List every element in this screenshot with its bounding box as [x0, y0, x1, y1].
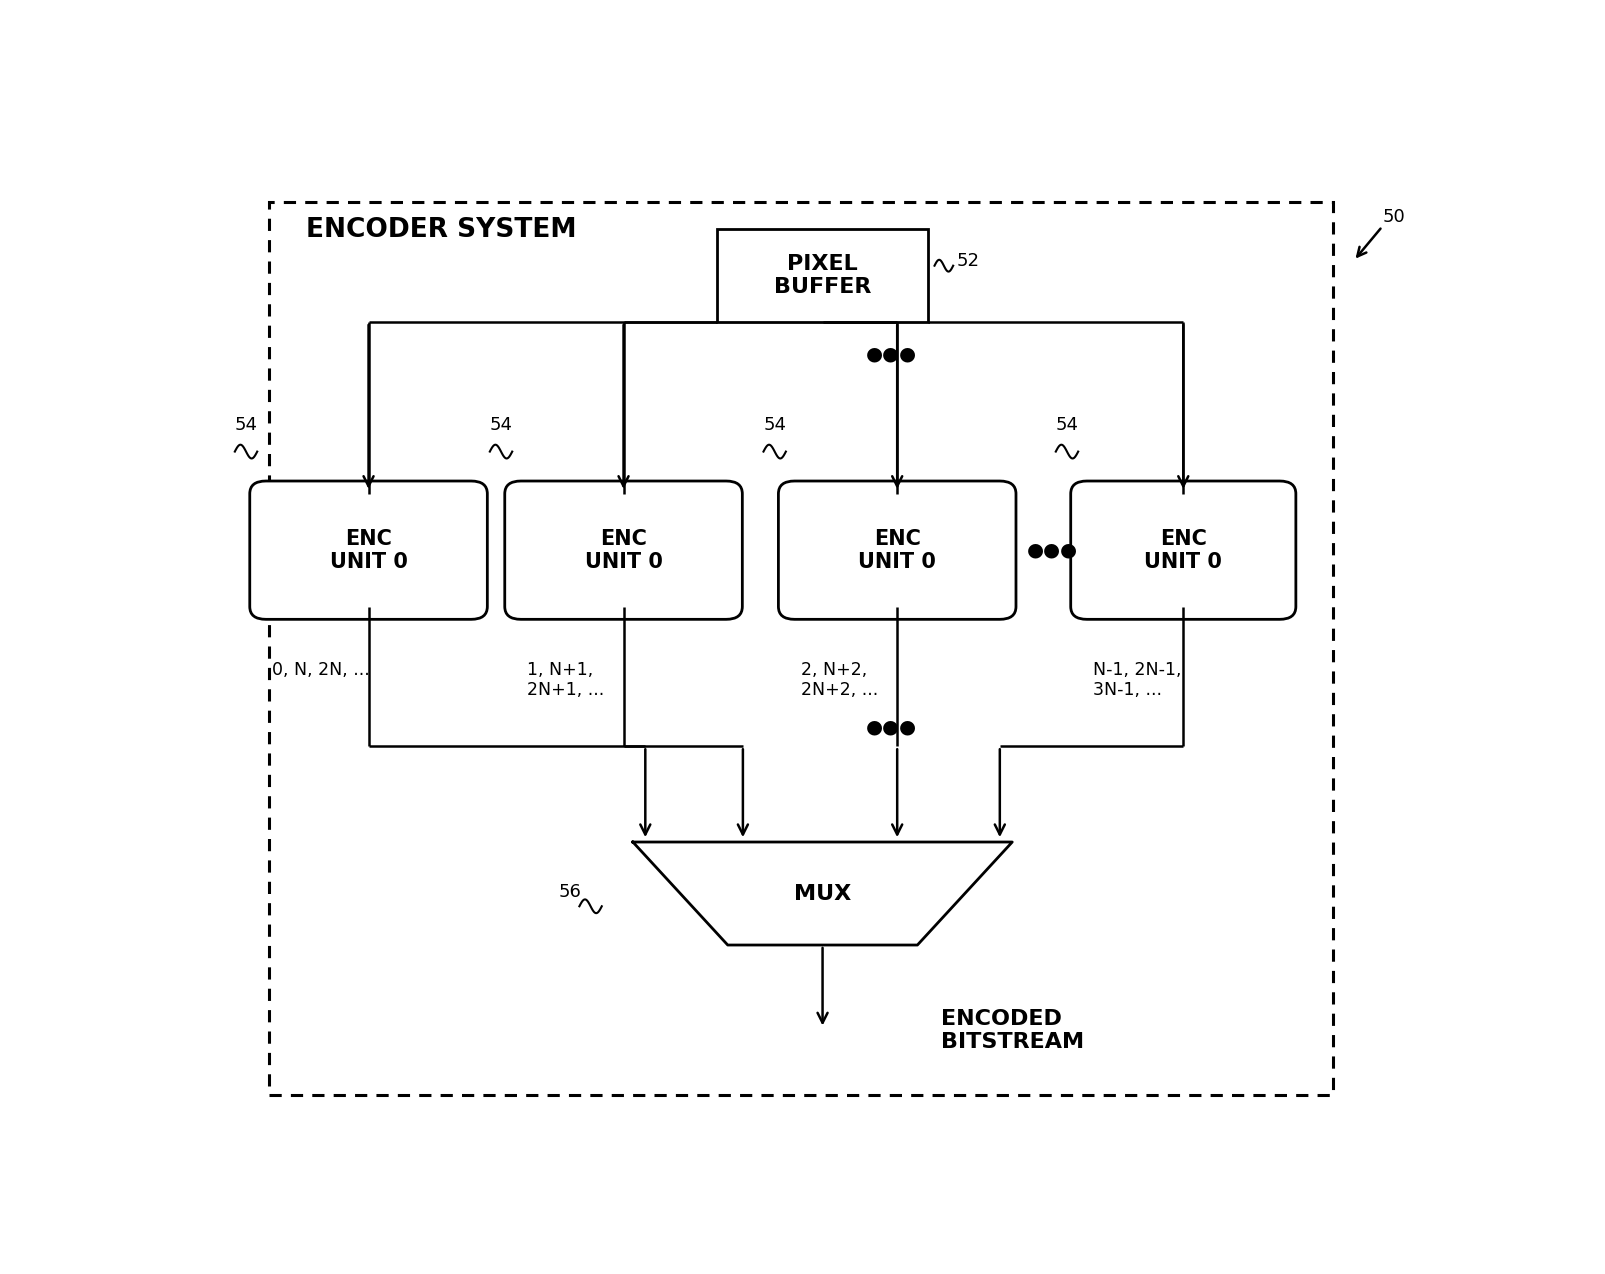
Text: 54: 54 — [234, 417, 258, 434]
FancyBboxPatch shape — [250, 482, 488, 619]
Text: ENC
UNIT 0: ENC UNIT 0 — [1144, 529, 1223, 572]
Text: MUX: MUX — [794, 884, 851, 903]
FancyBboxPatch shape — [270, 201, 1332, 1094]
Text: 54: 54 — [764, 417, 786, 434]
FancyBboxPatch shape — [1071, 482, 1295, 619]
Text: 50: 50 — [1382, 209, 1404, 227]
Text: 1, N+1,
2N+1, ...: 1, N+1, 2N+1, ... — [526, 660, 605, 699]
Text: 56: 56 — [559, 883, 581, 901]
Text: ENCODER SYSTEM: ENCODER SYSTEM — [307, 217, 576, 242]
Text: 54: 54 — [1056, 417, 1079, 434]
FancyBboxPatch shape — [778, 482, 1016, 619]
Text: 0, N, 2N, ...: 0, N, 2N, ... — [273, 660, 369, 679]
Text: ●●●: ●●● — [865, 717, 916, 736]
Text: N-1, 2N-1,
3N-1, ...: N-1, 2N-1, 3N-1, ... — [1093, 660, 1181, 699]
Text: ●●●: ●●● — [865, 344, 916, 363]
FancyBboxPatch shape — [717, 229, 928, 322]
FancyBboxPatch shape — [504, 482, 743, 619]
Text: ENC
UNIT 0: ENC UNIT 0 — [584, 529, 663, 572]
Text: 54: 54 — [490, 417, 514, 434]
Text: 2, N+2,
2N+2, ...: 2, N+2, 2N+2, ... — [801, 660, 878, 699]
Polygon shape — [632, 842, 1013, 945]
Text: ENC
UNIT 0: ENC UNIT 0 — [329, 529, 408, 572]
Text: ●●●: ●●● — [1027, 540, 1079, 559]
Text: 52: 52 — [957, 252, 981, 270]
Text: PIXEL
BUFFER: PIXEL BUFFER — [774, 254, 872, 297]
Text: ENC
UNIT 0: ENC UNIT 0 — [859, 529, 936, 572]
Text: ENCODED
BITSTREAM: ENCODED BITSTREAM — [941, 1009, 1083, 1052]
